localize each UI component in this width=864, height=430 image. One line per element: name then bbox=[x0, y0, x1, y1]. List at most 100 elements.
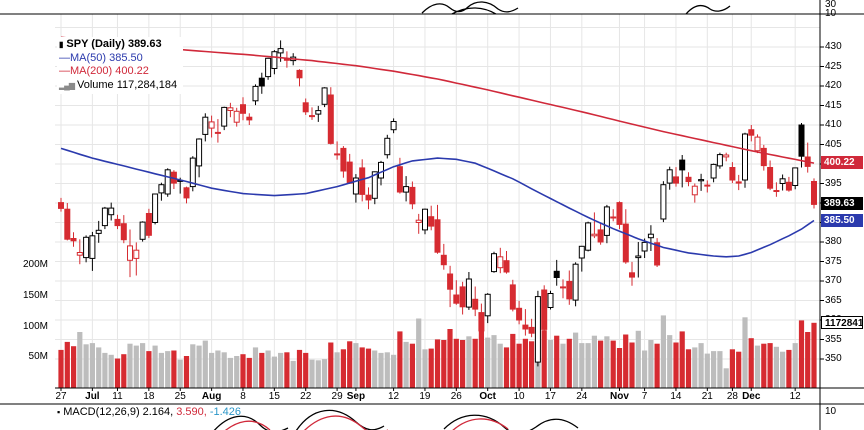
x-axis-label: 24 bbox=[576, 391, 588, 402]
candle bbox=[729, 167, 736, 181]
volume-bar bbox=[723, 368, 729, 388]
volume-bar bbox=[209, 352, 215, 388]
candle bbox=[390, 121, 397, 131]
volume-bar bbox=[510, 333, 516, 388]
volume-bar bbox=[673, 342, 679, 388]
macd-signal-line bbox=[225, 415, 388, 430]
price-tick-label: 375 bbox=[825, 255, 842, 267]
candle bbox=[603, 206, 610, 236]
candle bbox=[158, 184, 165, 194]
candle bbox=[516, 307, 523, 321]
volume-legend-row: ▂▄▆ Volume 117,284,184 bbox=[59, 79, 177, 93]
candle bbox=[214, 131, 221, 134]
candle bbox=[114, 218, 121, 227]
candle bbox=[139, 221, 146, 240]
price-tick-label: 405 bbox=[825, 138, 842, 150]
price-tick-label: 365 bbox=[825, 294, 842, 306]
volume-bar bbox=[780, 351, 786, 388]
x-axis-label: Sep bbox=[346, 391, 366, 402]
candle bbox=[566, 280, 573, 300]
volume-bar bbox=[447, 329, 453, 388]
candle bbox=[591, 233, 598, 237]
candle bbox=[560, 286, 566, 289]
volume-bar bbox=[365, 348, 372, 388]
volume-bar bbox=[321, 359, 328, 388]
candle bbox=[302, 102, 309, 113]
macd-signal-value: 3.590, bbox=[176, 406, 207, 418]
candle bbox=[70, 238, 77, 242]
volume-bar bbox=[171, 350, 177, 388]
volume-bar bbox=[372, 350, 378, 388]
ma50-callout: 385.50 bbox=[821, 213, 863, 227]
volume-bar bbox=[384, 352, 390, 388]
volume-bar bbox=[698, 343, 704, 388]
candle bbox=[352, 177, 359, 195]
candle bbox=[453, 294, 460, 304]
candle bbox=[622, 223, 629, 263]
ma50-line bbox=[60, 147, 815, 258]
volume-bar bbox=[616, 348, 623, 388]
candle bbox=[572, 263, 579, 301]
volume-bar bbox=[340, 349, 346, 388]
candle bbox=[365, 194, 372, 201]
volume-bar bbox=[347, 341, 353, 388]
candle bbox=[447, 273, 454, 290]
volume-bar bbox=[635, 330, 641, 388]
candle bbox=[89, 235, 96, 259]
candle bbox=[478, 312, 485, 332]
indicator-line bbox=[421, 1, 519, 14]
candle bbox=[101, 207, 108, 227]
volume-bar bbox=[434, 339, 441, 388]
volume-bar bbox=[566, 338, 572, 388]
volume-bar bbox=[422, 349, 428, 388]
volume-bar bbox=[152, 345, 158, 388]
volume-bar bbox=[579, 343, 585, 388]
volume-bar bbox=[121, 354, 127, 388]
candle bbox=[359, 167, 366, 195]
candle bbox=[327, 94, 334, 144]
volume-bar bbox=[83, 344, 89, 388]
volume-bar bbox=[786, 349, 792, 388]
x-axis-label: 15 bbox=[268, 391, 280, 402]
candle bbox=[265, 57, 272, 78]
candle bbox=[610, 216, 617, 219]
volume-tick-label: 150M bbox=[22, 289, 48, 301]
candle bbox=[346, 161, 353, 184]
candle bbox=[503, 260, 510, 273]
candle bbox=[271, 51, 278, 69]
volume-bar bbox=[811, 322, 817, 388]
volume-bar bbox=[748, 338, 754, 388]
volume-bar bbox=[259, 352, 265, 388]
candle bbox=[371, 171, 378, 199]
candle bbox=[716, 154, 723, 167]
volume-bar bbox=[353, 343, 359, 388]
volume-bar bbox=[391, 354, 397, 388]
x-axis-label: 26 bbox=[450, 391, 462, 402]
macd-axis-label: 10 bbox=[825, 406, 837, 417]
candle bbox=[760, 147, 767, 167]
x-axis-label: 12 bbox=[789, 391, 801, 402]
price-tick-label: 395 bbox=[825, 177, 842, 189]
candle bbox=[133, 249, 140, 259]
candle bbox=[459, 286, 466, 308]
volume-bar bbox=[460, 340, 466, 388]
volume-bar bbox=[146, 351, 152, 388]
candle bbox=[252, 85, 259, 102]
volume-bars-icon: ▂▄▆ bbox=[59, 80, 75, 90]
candle bbox=[547, 293, 554, 308]
volume-bar bbox=[278, 352, 284, 388]
volume-bar bbox=[177, 359, 183, 388]
candle bbox=[704, 184, 711, 187]
volume-bar bbox=[478, 328, 484, 388]
volume-bar bbox=[359, 347, 365, 388]
price-tick-label: 350 bbox=[825, 353, 842, 364]
candle bbox=[120, 223, 127, 241]
candle bbox=[723, 154, 730, 158]
candle bbox=[811, 181, 817, 205]
chart-title: SPY (Daily) 389.63 bbox=[66, 38, 162, 50]
candle bbox=[196, 138, 203, 167]
volume-bar bbox=[183, 356, 190, 388]
x-axis-label: Jul bbox=[85, 391, 100, 402]
volume-bar bbox=[158, 352, 164, 388]
macd-line-icon: ▪ bbox=[57, 407, 61, 417]
